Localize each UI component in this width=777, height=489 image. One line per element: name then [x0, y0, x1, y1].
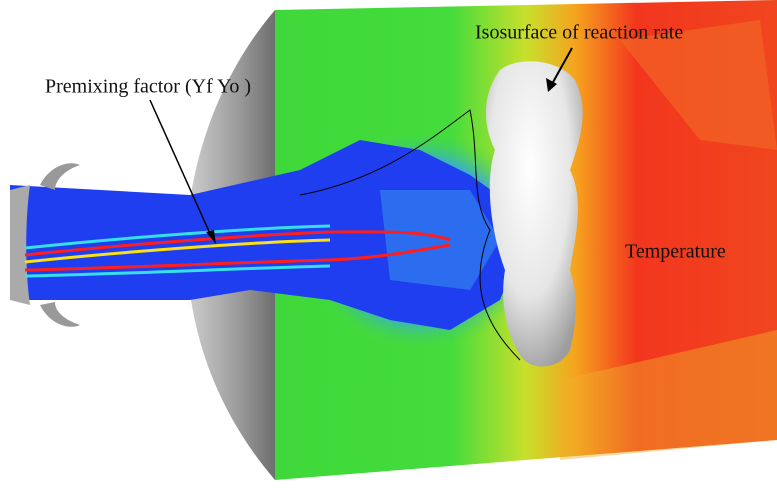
label: Isosurface of reaction rate — [475, 22, 683, 44]
nozzle — [40, 302, 80, 327]
cfd-figure: Premixing factor (Yf Yo ) Isosurface of … — [0, 0, 777, 489]
label: Temperature — [625, 241, 726, 263]
label: Premixing factor (Yf Yo ) — [45, 76, 251, 98]
page: {"labels": {"premixing": "Premixing fact… — [0, 0, 777, 489]
nozzle — [40, 163, 80, 190]
